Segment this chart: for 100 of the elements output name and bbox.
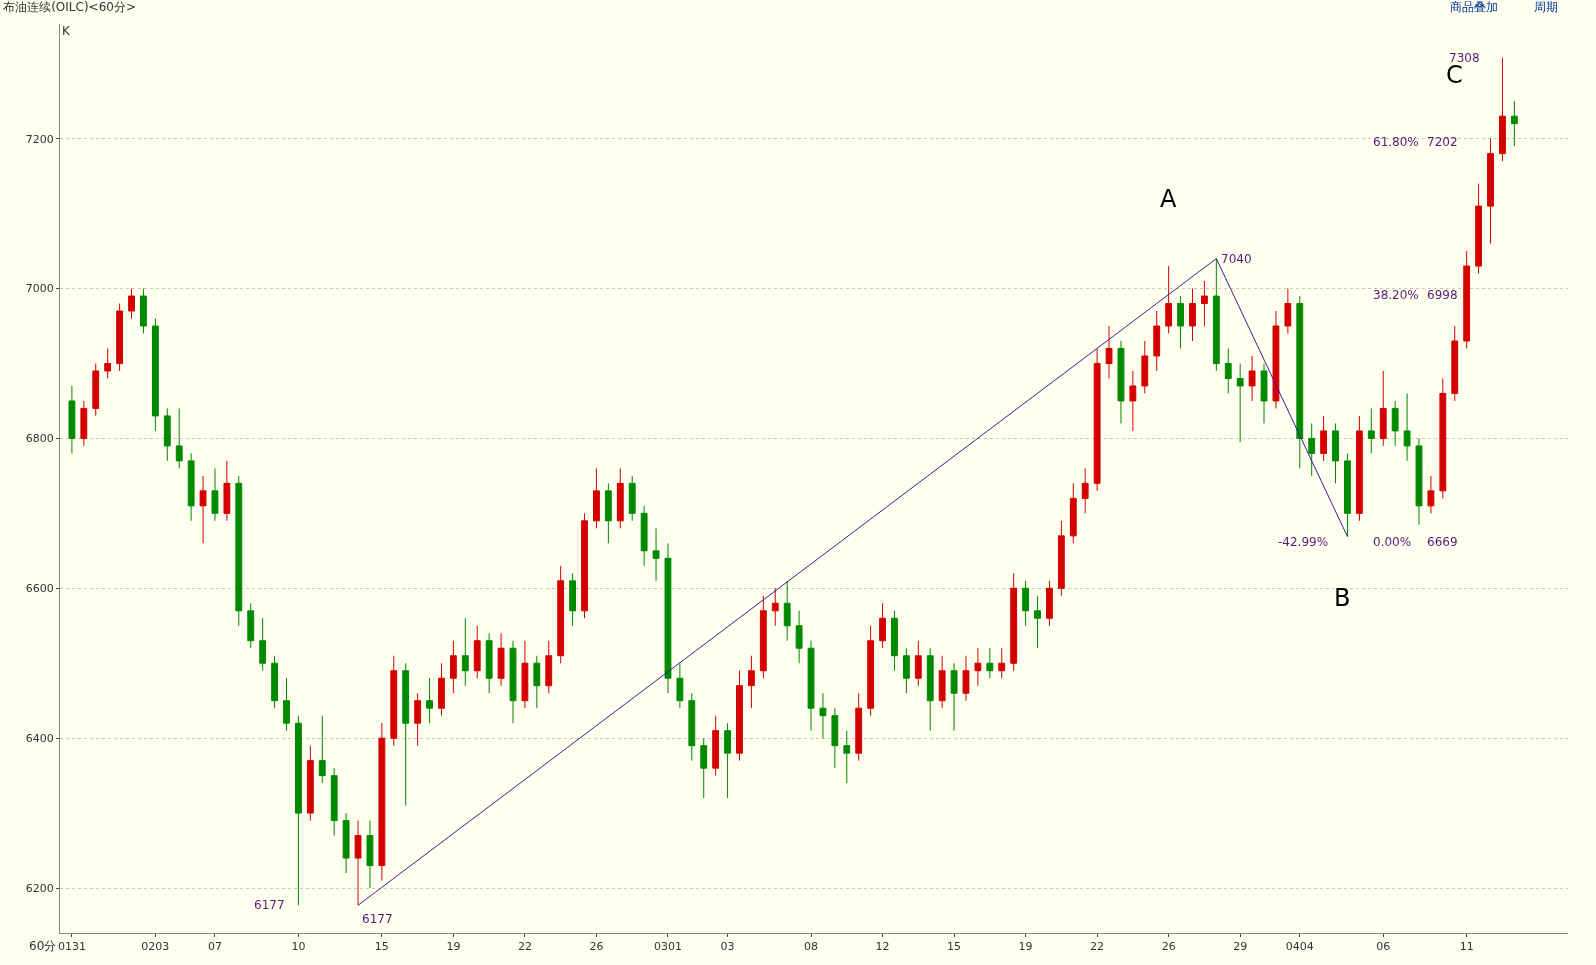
candlestick [1057, 520, 1065, 597]
candlestick [616, 467, 624, 529]
x-tick-label: 0203 [141, 940, 170, 954]
candlestick [891, 610, 898, 672]
annotation: -42.99% [1278, 535, 1329, 549]
candlestick [795, 610, 803, 664]
candlestick [938, 655, 946, 709]
candlestick [1069, 482, 1077, 544]
annotation: 0.00% [1373, 535, 1412, 549]
candlestick [1224, 347, 1232, 394]
candlestick [533, 655, 541, 709]
candlestick [986, 647, 994, 679]
candlestick [1284, 288, 1292, 334]
candlestick [1272, 310, 1280, 409]
candlestick [175, 407, 183, 469]
candlestick [569, 572, 577, 627]
candlestick [1165, 265, 1173, 334]
candlestick [1153, 310, 1161, 372]
annotation: B [1334, 584, 1351, 612]
candlestick [771, 587, 779, 627]
candlestick [92, 362, 100, 417]
candlestick [879, 602, 886, 649]
candlestick [211, 467, 219, 522]
y-tick-label: 6200 [25, 881, 54, 895]
annotation: 38.20% [1373, 288, 1419, 302]
candlestick [736, 670, 743, 762]
candlestick [485, 632, 493, 694]
candlestick [414, 692, 422, 747]
x-tick-label: 0131 [57, 940, 86, 954]
text: 60分 [29, 939, 57, 953]
candlestick [759, 595, 767, 679]
candlestick [962, 655, 970, 702]
candlestick [914, 640, 922, 687]
candlestick [104, 347, 112, 379]
x-tick-label: 12 [875, 940, 890, 954]
x-tick-label: 08 [804, 940, 819, 954]
candlestick [1189, 288, 1196, 342]
annotation: 6998 [1427, 288, 1458, 302]
annotation: 7202 [1427, 135, 1458, 149]
candlestick [950, 662, 958, 732]
candlestick [68, 385, 76, 454]
candlestick [1332, 422, 1339, 484]
candlestick [783, 580, 791, 642]
candlestick [974, 647, 982, 687]
candlestick [1499, 57, 1506, 162]
candlestick [402, 662, 410, 807]
candlestick [80, 400, 88, 447]
y-tick-label: 6600 [25, 582, 54, 596]
candlestick [867, 625, 875, 717]
candlestick [116, 303, 124, 372]
candlestick [998, 647, 1006, 679]
candlestick [151, 318, 159, 432]
candlestick [831, 707, 839, 769]
candlestick [1200, 280, 1208, 327]
candlestick [1355, 415, 1363, 522]
candlestick [819, 692, 827, 739]
candlestick [855, 692, 863, 762]
candlestick [1236, 362, 1244, 443]
x-tick-label: 22 [1090, 940, 1105, 954]
candlestick [1177, 295, 1184, 349]
candlestick [1391, 400, 1399, 447]
x-tick-label: 11 [1459, 940, 1474, 954]
annotation: 7040 [1221, 252, 1252, 266]
candlestick [1308, 422, 1316, 477]
x-tick-label: 26 [1161, 940, 1176, 954]
candlestick [461, 617, 469, 687]
annotation: 6669 [1427, 535, 1458, 549]
candlestick [1475, 183, 1483, 275]
candlestick [1487, 138, 1494, 245]
text: 商品叠加 [1450, 0, 1498, 14]
y-tick-label: 6400 [25, 732, 54, 746]
candlestick [426, 677, 433, 724]
candlestick [1129, 370, 1137, 432]
candlestick [306, 745, 314, 822]
candlestick [926, 647, 934, 732]
candlestick [223, 460, 231, 522]
candlestick [628, 475, 636, 522]
candlestick [1117, 340, 1125, 424]
candlestick [1081, 467, 1089, 514]
candlestick [342, 812, 350, 874]
candlestick [1379, 370, 1387, 447]
candlestick [128, 288, 135, 320]
x-tick-label: 10 [291, 940, 306, 954]
candlestick [330, 767, 338, 837]
x-tick-label: 15 [947, 940, 962, 954]
candlestick [747, 655, 755, 709]
x-tick-label: 0404 [1285, 940, 1314, 954]
candlestick [700, 737, 708, 799]
candlestick [283, 677, 290, 732]
candlestick [449, 640, 457, 694]
annotation: 61.80% [1373, 135, 1419, 149]
candlestick [652, 527, 660, 582]
x-tick-label: 03 [720, 940, 735, 954]
candlestick [271, 655, 278, 709]
candlestick [1367, 407, 1375, 454]
x-tick-label: 26 [589, 940, 604, 954]
candlestick [1463, 250, 1471, 349]
candlestick [593, 467, 600, 529]
candlestick [1212, 258, 1220, 372]
candlestick [378, 722, 386, 882]
